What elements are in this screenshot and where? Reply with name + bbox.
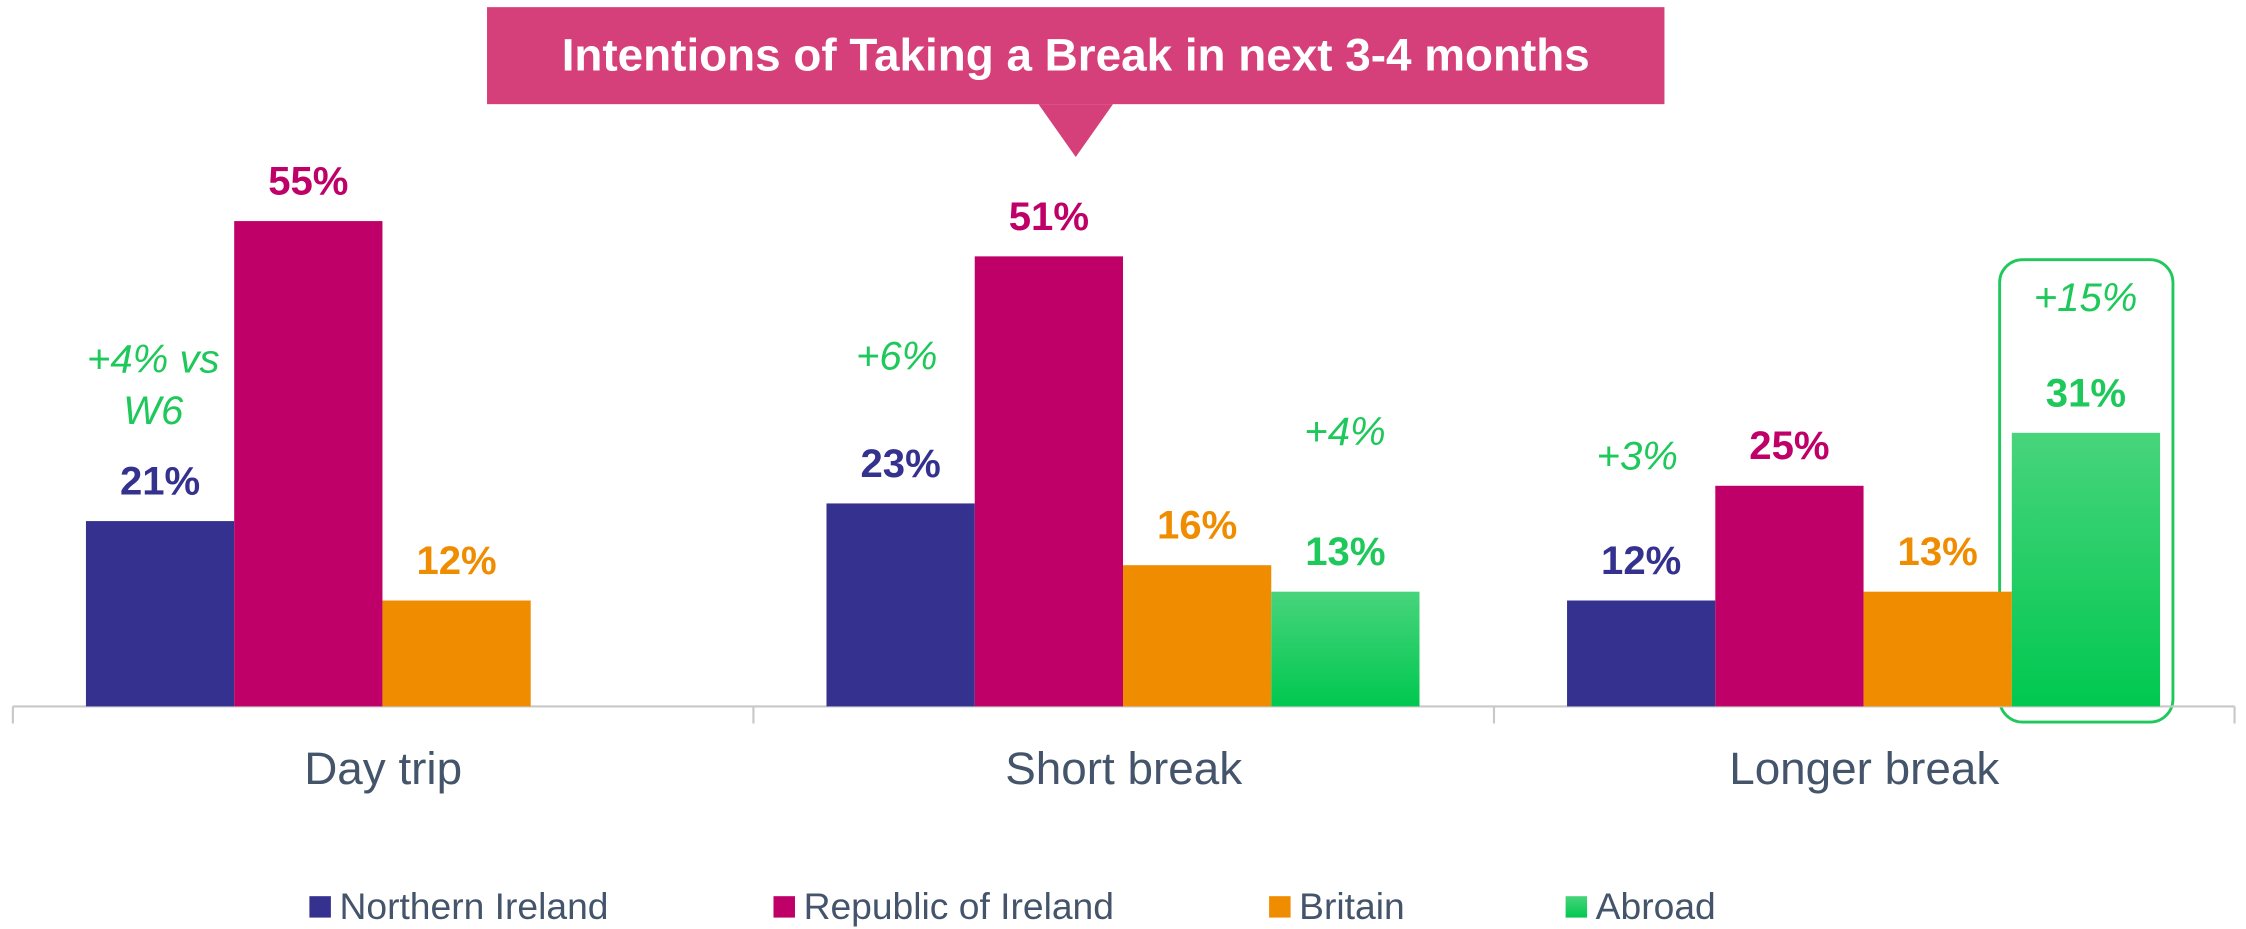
legend-swatch — [1269, 896, 1291, 918]
value-label: 23% — [860, 442, 940, 486]
bar — [1567, 600, 1716, 707]
value-label: 21% — [120, 460, 200, 504]
legend-label: Republic of Ireland — [804, 885, 1114, 927]
bar — [974, 256, 1124, 707]
legend-label: Abroad — [1596, 885, 1716, 927]
value-label: 13% — [1898, 530, 1978, 574]
legend-swatch — [309, 896, 331, 918]
value-label: 31% — [2046, 371, 2126, 415]
bar — [85, 521, 235, 707]
value-label: 12% — [416, 539, 496, 583]
legend-swatch — [773, 896, 795, 918]
annotation: +4% — [1304, 409, 1386, 454]
bar — [1271, 591, 1420, 707]
highlight-box — [1998, 258, 2175, 724]
value-label: 55% — [268, 160, 348, 204]
bar — [1863, 591, 2012, 707]
title-arrow — [1038, 104, 1113, 157]
x-tick-label: Longer break — [1729, 743, 1999, 794]
value-label: 25% — [1749, 424, 1829, 468]
x-tick-label: Short break — [1005, 743, 1242, 794]
annotation: +4% vs W6 — [86, 336, 220, 433]
value-label: 13% — [1305, 530, 1385, 574]
legend-swatch — [1565, 896, 1588, 918]
annotation: +15% — [2033, 275, 2138, 320]
legend-label: Britain — [1299, 885, 1405, 927]
bar — [1123, 565, 1272, 707]
annotation: +3% — [1596, 433, 1678, 479]
title-banner — [487, 7, 1665, 105]
annotation: +6% — [855, 333, 938, 379]
bar — [1715, 485, 1864, 707]
value-label: 51% — [1009, 195, 1089, 239]
bar — [2011, 432, 2161, 707]
bar — [234, 221, 383, 707]
bar — [826, 503, 975, 707]
chart-title: Intentions of Taking a Break in next 3-4… — [562, 30, 1590, 81]
x-tick-label: Day trip — [304, 743, 462, 794]
bar — [382, 600, 531, 707]
value-label: 16% — [1157, 504, 1237, 548]
legend-label: Northern Ireland — [339, 885, 608, 927]
value-label: 12% — [1601, 539, 1681, 583]
